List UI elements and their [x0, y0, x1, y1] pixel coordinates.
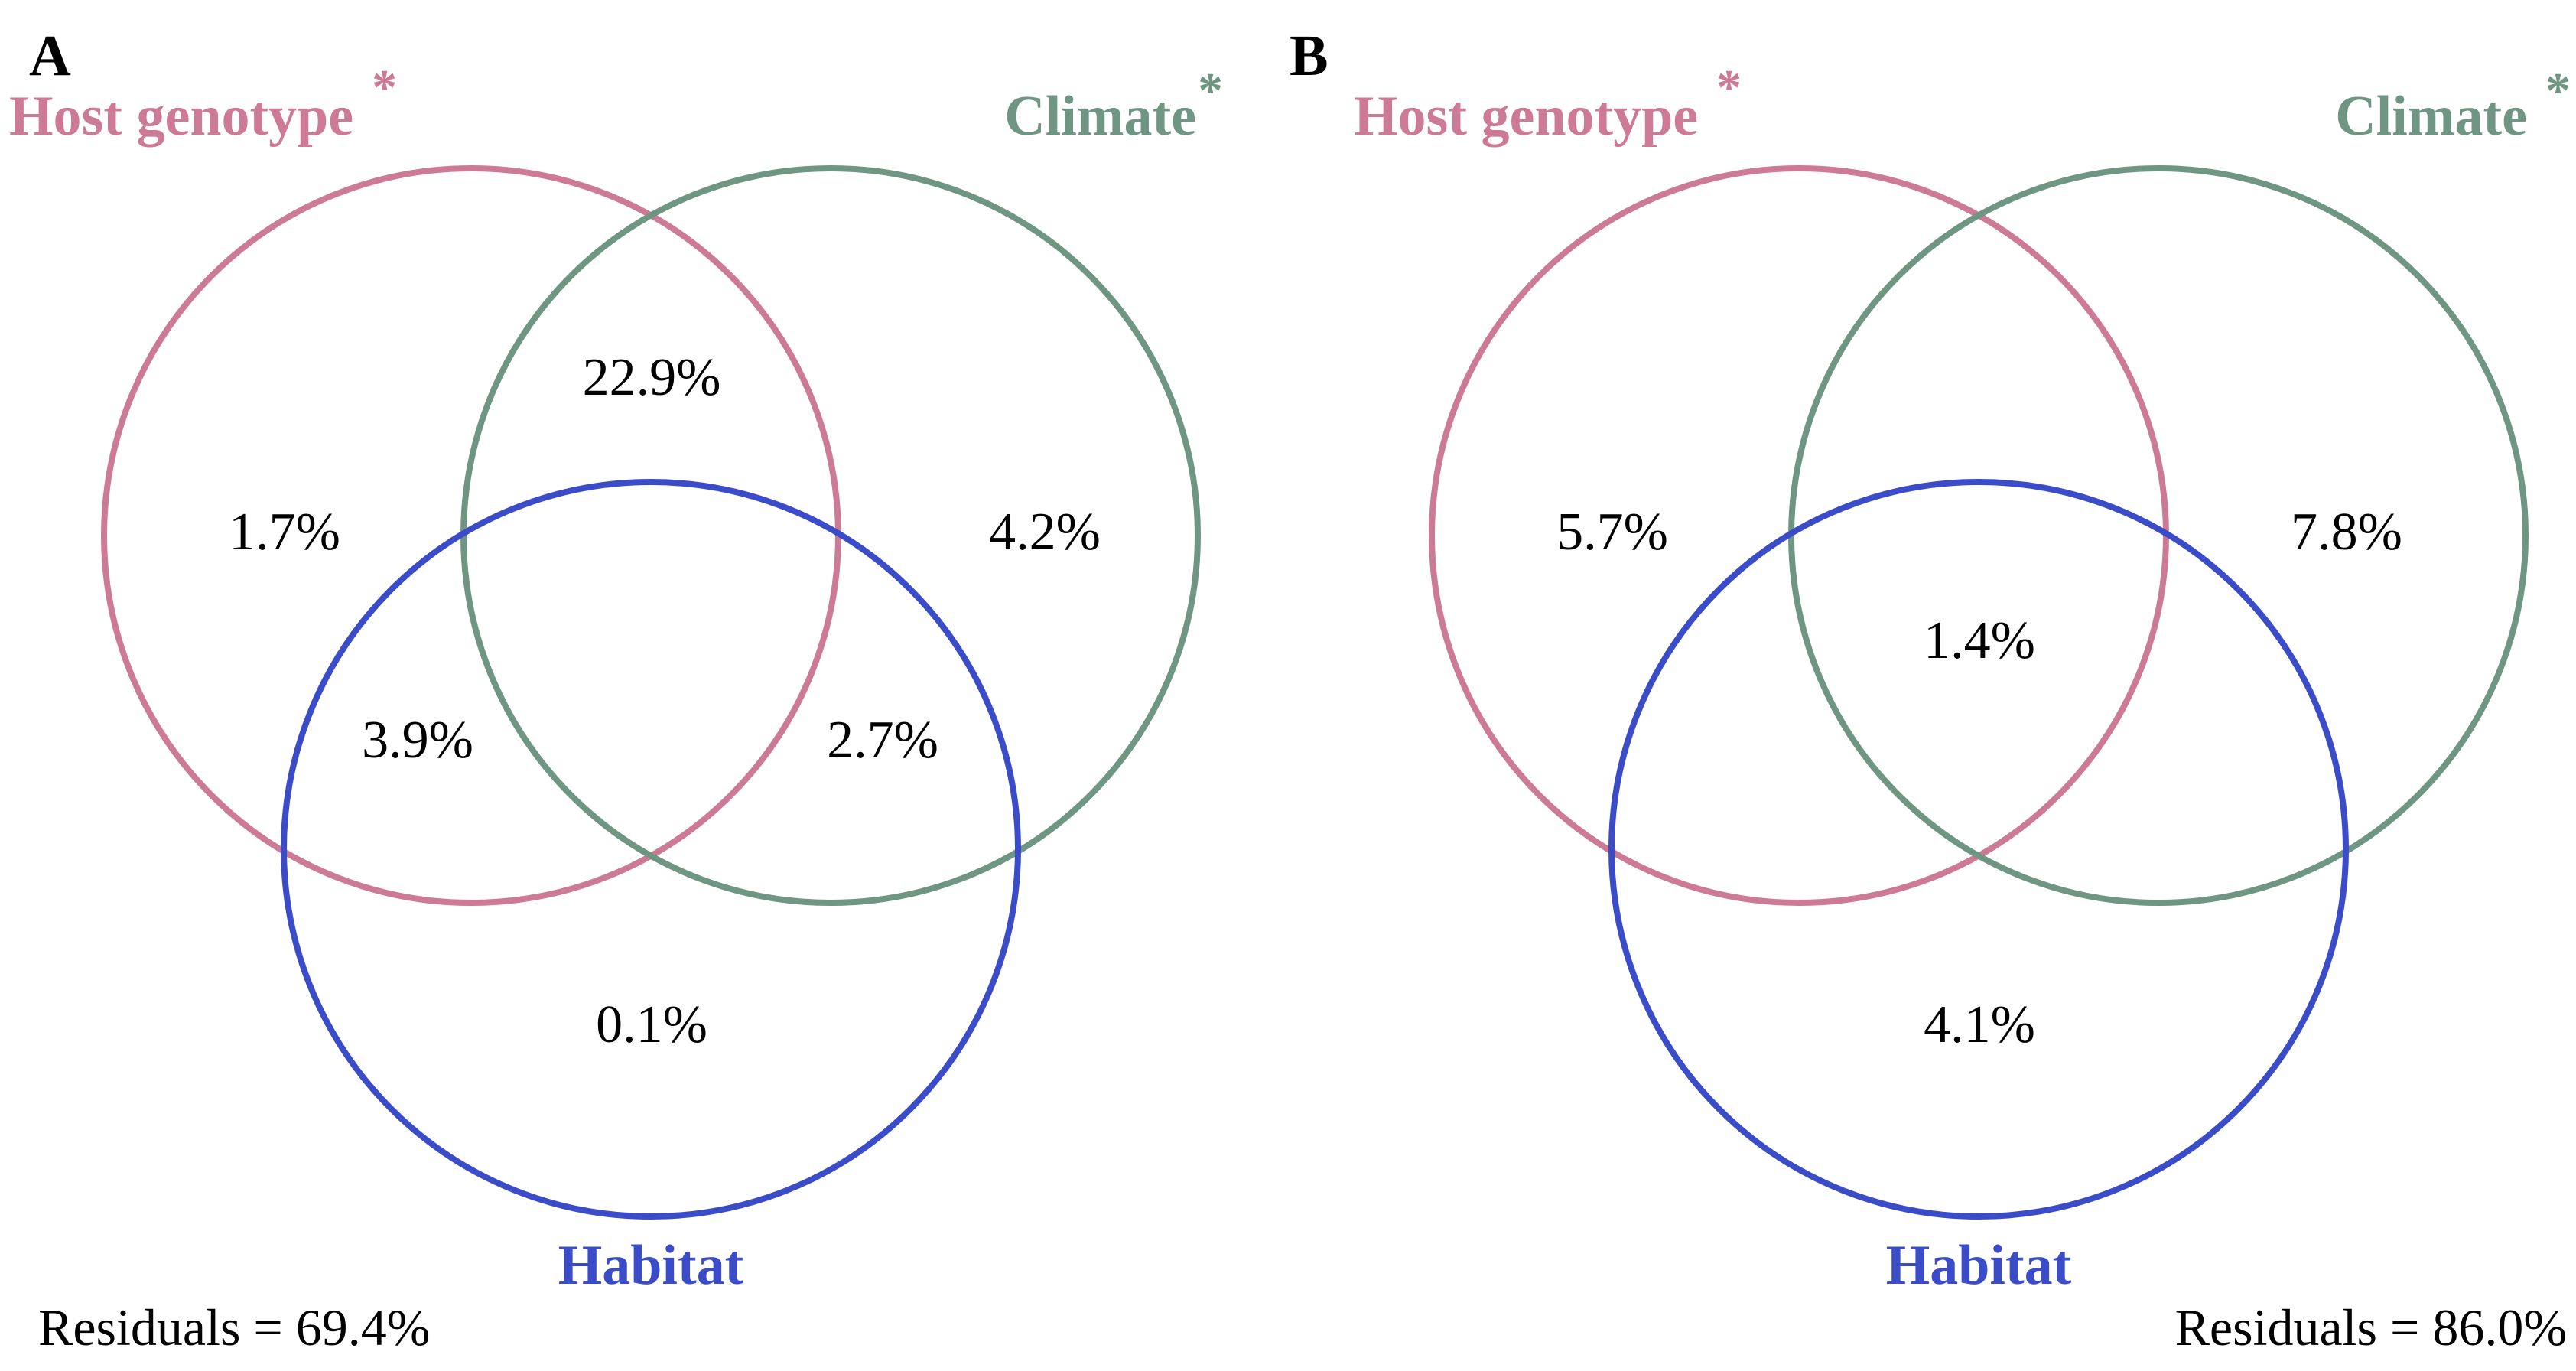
panel-a: A Host genotype * Climate * Habitat 1.7% …	[9, 24, 1223, 1356]
habitat-label-a: Habitat	[558, 1234, 744, 1297]
region-habitat-only-b: 4.1%	[1924, 995, 2035, 1054]
habitat-circle-b	[1608, 479, 2349, 1220]
residuals-b: Residuals = 86.0%	[2175, 1298, 2567, 1356]
region-climate-habitat-a: 2.7%	[827, 711, 938, 770]
climate-star-a: *	[1198, 63, 1223, 119]
host-genotype-star-b: *	[1716, 60, 1742, 116]
climate-circle-b	[1788, 165, 2529, 906]
habitat-circle-a	[281, 479, 1021, 1220]
host-genotype-label-b: Host genotype *	[1354, 60, 1742, 148]
region-host-habitat-a: 3.9%	[362, 711, 473, 770]
region-host-only-b: 5.7%	[1556, 503, 1668, 562]
host-genotype-label-text-b: Host genotype	[1354, 85, 1698, 148]
climate-star-b: *	[2545, 63, 2571, 119]
habitat-label-b: Habitat	[1886, 1234, 2072, 1297]
climate-label-a: Climate	[1004, 85, 1196, 148]
residuals-a: Residuals = 69.4%	[38, 1298, 430, 1356]
region-habitat-only-a: 0.1%	[596, 995, 707, 1054]
host-genotype-star-a: *	[372, 60, 397, 116]
panel-letter-b: B	[1290, 24, 1329, 88]
region-climate-only-b: 7.8%	[2291, 503, 2402, 562]
region-host-only-a: 1.7%	[229, 503, 340, 562]
host-genotype-label-a: Host genotype *	[9, 60, 397, 148]
region-host-climate-a: 22.9%	[583, 348, 721, 407]
region-all-three-b: 1.4%	[1924, 611, 2035, 670]
climate-label-b: Climate	[2335, 85, 2527, 148]
panel-b: B Host genotype * Climate * Habitat 5.7% …	[1290, 24, 2571, 1356]
host-genotype-circle-a	[101, 165, 841, 906]
panel-letter-a: A	[29, 24, 71, 88]
region-climate-only-a: 4.2%	[989, 503, 1101, 562]
host-genotype-circle-b	[1429, 165, 2169, 906]
host-genotype-label-text-a: Host genotype	[9, 85, 353, 148]
